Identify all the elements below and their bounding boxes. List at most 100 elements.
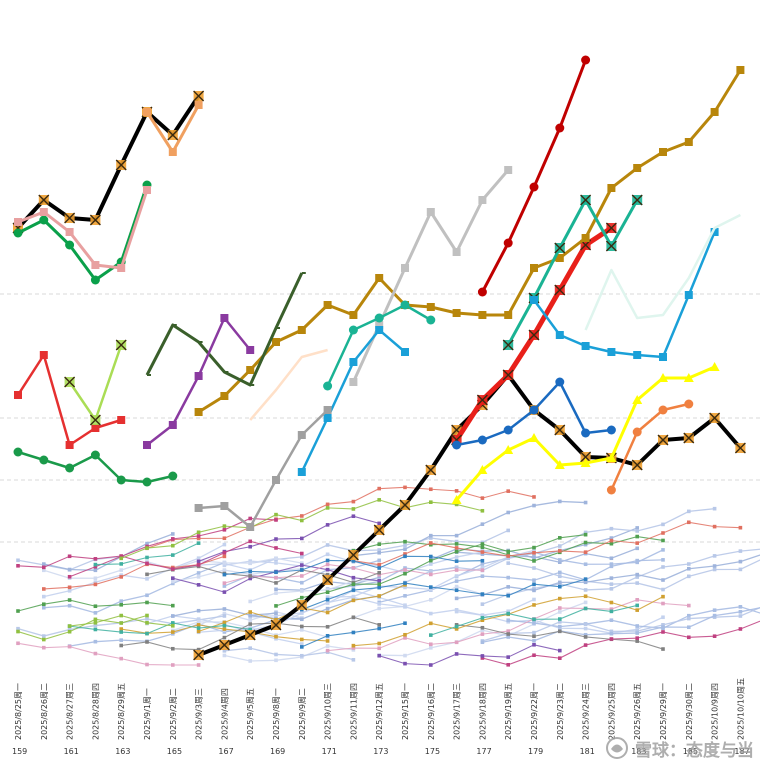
background-point-56-1 bbox=[93, 627, 98, 632]
background-point-40-14 bbox=[506, 489, 510, 493]
background-point-20-4 bbox=[583, 588, 588, 592]
series-22-point-5 bbox=[142, 477, 152, 487]
series-3-point-19 bbox=[684, 138, 693, 146]
series-6-point-3 bbox=[426, 208, 435, 216]
series-15-point-4 bbox=[555, 377, 565, 387]
background-series-55 bbox=[482, 620, 760, 666]
background-point-65-5 bbox=[145, 561, 149, 566]
background-point-45-5 bbox=[196, 534, 201, 538]
x-date-label-28: 2025/10/10周五 bbox=[736, 678, 745, 740]
background-point-14-3 bbox=[248, 613, 252, 618]
series-3-point-5 bbox=[323, 301, 332, 309]
background-point-45-8 bbox=[274, 518, 278, 522]
background-point-46-4 bbox=[196, 541, 201, 545]
background-point-63-1 bbox=[377, 641, 381, 646]
x-index-label-10: 179 bbox=[528, 747, 543, 756]
background-point-57-2 bbox=[274, 575, 278, 580]
background-point-31-8 bbox=[532, 548, 536, 553]
background-point-55-8 bbox=[687, 635, 691, 640]
background-point-11-4 bbox=[145, 577, 149, 581]
background-point-46-2 bbox=[145, 555, 149, 560]
series-7-point-4 bbox=[633, 351, 642, 359]
background-point-34-4 bbox=[558, 580, 562, 585]
background-point-13-7 bbox=[558, 610, 562, 614]
background-point-62-2 bbox=[429, 663, 433, 667]
background-point-39-2 bbox=[93, 568, 98, 573]
series-18-point-3 bbox=[400, 300, 410, 310]
series-1-point-0 bbox=[193, 649, 205, 661]
background-point-33-2 bbox=[222, 568, 227, 572]
x-date-label-14: 2025/9/12周五 bbox=[375, 683, 384, 740]
background-point-22-3 bbox=[300, 580, 304, 585]
background-series-17 bbox=[508, 606, 760, 629]
series-2-point-1 bbox=[476, 394, 488, 406]
series-1-point-21 bbox=[734, 442, 746, 454]
series-2-point-6 bbox=[605, 222, 617, 234]
series-1-point-17 bbox=[631, 459, 643, 471]
background-point-43-8 bbox=[325, 639, 330, 643]
series-line-20 bbox=[16, 353, 122, 447]
series-1-point-20 bbox=[709, 412, 721, 424]
background-point-47-0 bbox=[325, 648, 330, 653]
background-point-24-6 bbox=[583, 542, 588, 547]
series-line-5 bbox=[506, 198, 639, 346]
background-point-5-2 bbox=[67, 627, 72, 632]
background-point-47-4 bbox=[429, 642, 433, 647]
background-point-56-5 bbox=[196, 626, 201, 630]
background-point-28-2 bbox=[300, 589, 304, 593]
x-index-label-13: 185 bbox=[683, 747, 698, 756]
background-point-48-3 bbox=[532, 634, 536, 639]
background-point-43-0 bbox=[119, 627, 123, 631]
background-point-52-4 bbox=[300, 536, 304, 541]
background-point-59-1 bbox=[93, 620, 98, 625]
background-point-53-0 bbox=[196, 629, 201, 634]
background-point-44-0 bbox=[300, 645, 304, 649]
background-point-66-3 bbox=[506, 611, 510, 616]
background-point-61-4 bbox=[377, 582, 381, 587]
background-point-8-4 bbox=[325, 644, 330, 648]
background-point-40-15 bbox=[532, 495, 536, 499]
background-point-69-2 bbox=[171, 543, 175, 548]
background-point-54-4 bbox=[403, 581, 407, 585]
background-point-7-7 bbox=[558, 570, 562, 575]
background-point-37-4 bbox=[583, 632, 588, 637]
series-9-point-10 bbox=[709, 362, 720, 371]
series-2-point-2 bbox=[502, 369, 514, 381]
background-point-0-2 bbox=[300, 555, 304, 559]
background-point-2-1 bbox=[93, 639, 98, 644]
series-line-3 bbox=[197, 69, 742, 414]
background-point-69-4 bbox=[222, 524, 227, 528]
background-point-7-3 bbox=[454, 579, 459, 583]
background-point-51-0 bbox=[16, 609, 20, 613]
background-point-63-7 bbox=[532, 603, 536, 607]
background-series-group bbox=[16, 485, 760, 667]
background-point-30-9 bbox=[738, 567, 743, 572]
background-point-19-4 bbox=[377, 575, 381, 580]
background-point-52-5 bbox=[325, 523, 330, 527]
background-point-66-6 bbox=[583, 606, 588, 611]
background-point-61-3 bbox=[351, 582, 356, 587]
background-point-68-9 bbox=[351, 615, 356, 620]
background-point-50-6 bbox=[506, 554, 510, 558]
background-point-25-7 bbox=[661, 623, 665, 627]
background-point-11-3 bbox=[119, 573, 123, 577]
background-point-50-3 bbox=[429, 541, 433, 545]
series-line-8 bbox=[584, 213, 741, 331]
background-point-65-6 bbox=[171, 567, 175, 571]
background-point-27-6 bbox=[609, 562, 614, 566]
background-point-9-7 bbox=[635, 546, 639, 551]
background-point-49-5 bbox=[145, 613, 149, 618]
background-point-66-8 bbox=[635, 603, 639, 608]
series-13-point-0 bbox=[143, 108, 151, 116]
background-point-61-8 bbox=[480, 542, 485, 546]
background-point-34-8 bbox=[661, 578, 665, 582]
background-point-62-1 bbox=[403, 661, 407, 666]
background-point-25-2 bbox=[532, 630, 536, 635]
background-point-41-10 bbox=[609, 541, 614, 546]
x-index-label-3: 165 bbox=[167, 747, 182, 756]
background-point-42-5 bbox=[300, 563, 304, 567]
background-point-68-1 bbox=[145, 640, 149, 644]
background-point-34-7 bbox=[635, 572, 639, 577]
background-point-43-4 bbox=[222, 627, 227, 631]
background-point-35-12 bbox=[712, 506, 717, 511]
